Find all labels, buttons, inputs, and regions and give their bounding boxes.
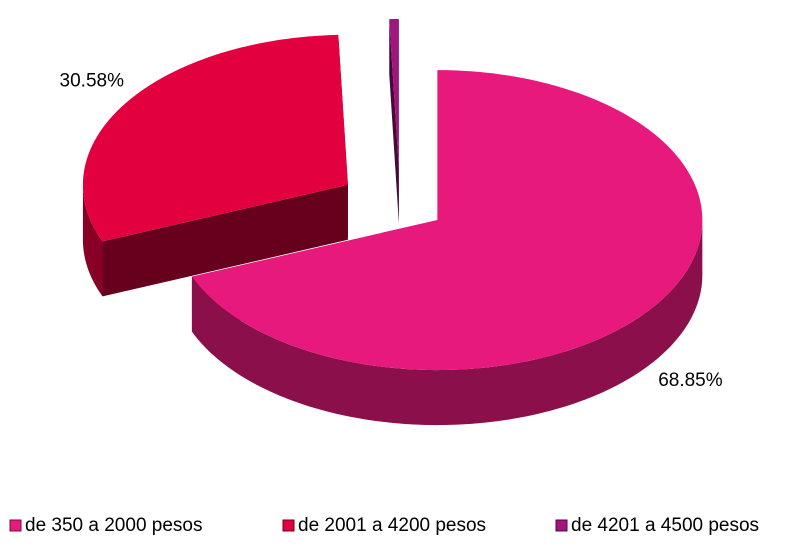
legend-swatch [9,519,22,532]
legend-swatch [555,519,568,532]
slice-side [82,184,103,297]
slice-side [102,184,348,297]
slice [82,34,348,242]
slice-side [389,19,399,225]
slice [191,70,703,371]
slice [389,19,399,170]
legend-label: de 350 a 2000 pesos [25,515,203,536]
legend-label: de 2001 a 4200 pesos [298,515,486,536]
data-label: 30.58% [60,71,125,92]
legend-label: de 4201 a 4500 pesos [571,515,759,536]
data-label: 68.85% [658,370,723,391]
slice-side [191,220,703,426]
legend-swatch [282,519,295,532]
